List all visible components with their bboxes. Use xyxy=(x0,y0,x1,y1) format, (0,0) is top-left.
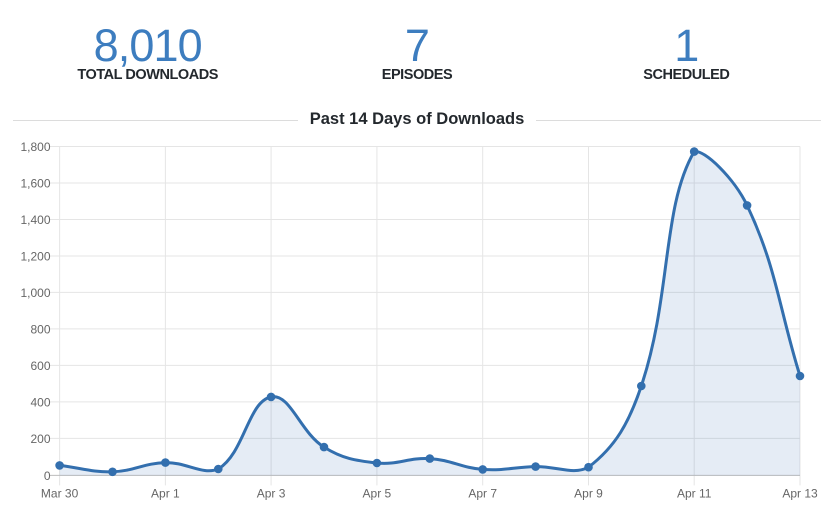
svg-text:Apr 13: Apr 13 xyxy=(782,486,818,500)
svg-text:400: 400 xyxy=(30,396,50,410)
svg-text:Apr 11: Apr 11 xyxy=(677,486,712,500)
svg-text:200: 200 xyxy=(30,432,50,446)
svg-text:Apr 1: Apr 1 xyxy=(151,486,180,500)
svg-text:Apr 5: Apr 5 xyxy=(363,486,392,500)
svg-text:Apr 7: Apr 7 xyxy=(468,486,497,500)
svg-text:800: 800 xyxy=(30,323,50,337)
svg-text:1,200: 1,200 xyxy=(20,250,50,264)
svg-text:1,800: 1,800 xyxy=(20,140,50,154)
svg-text:0: 0 xyxy=(44,469,51,483)
svg-text:Apr 3: Apr 3 xyxy=(257,486,286,500)
svg-text:Apr 9: Apr 9 xyxy=(574,486,603,500)
svg-text:600: 600 xyxy=(30,359,50,373)
svg-text:1,400: 1,400 xyxy=(20,213,50,227)
svg-text:Mar 30: Mar 30 xyxy=(41,486,79,500)
svg-text:1,600: 1,600 xyxy=(20,177,50,191)
svg-text:1,000: 1,000 xyxy=(20,286,50,300)
